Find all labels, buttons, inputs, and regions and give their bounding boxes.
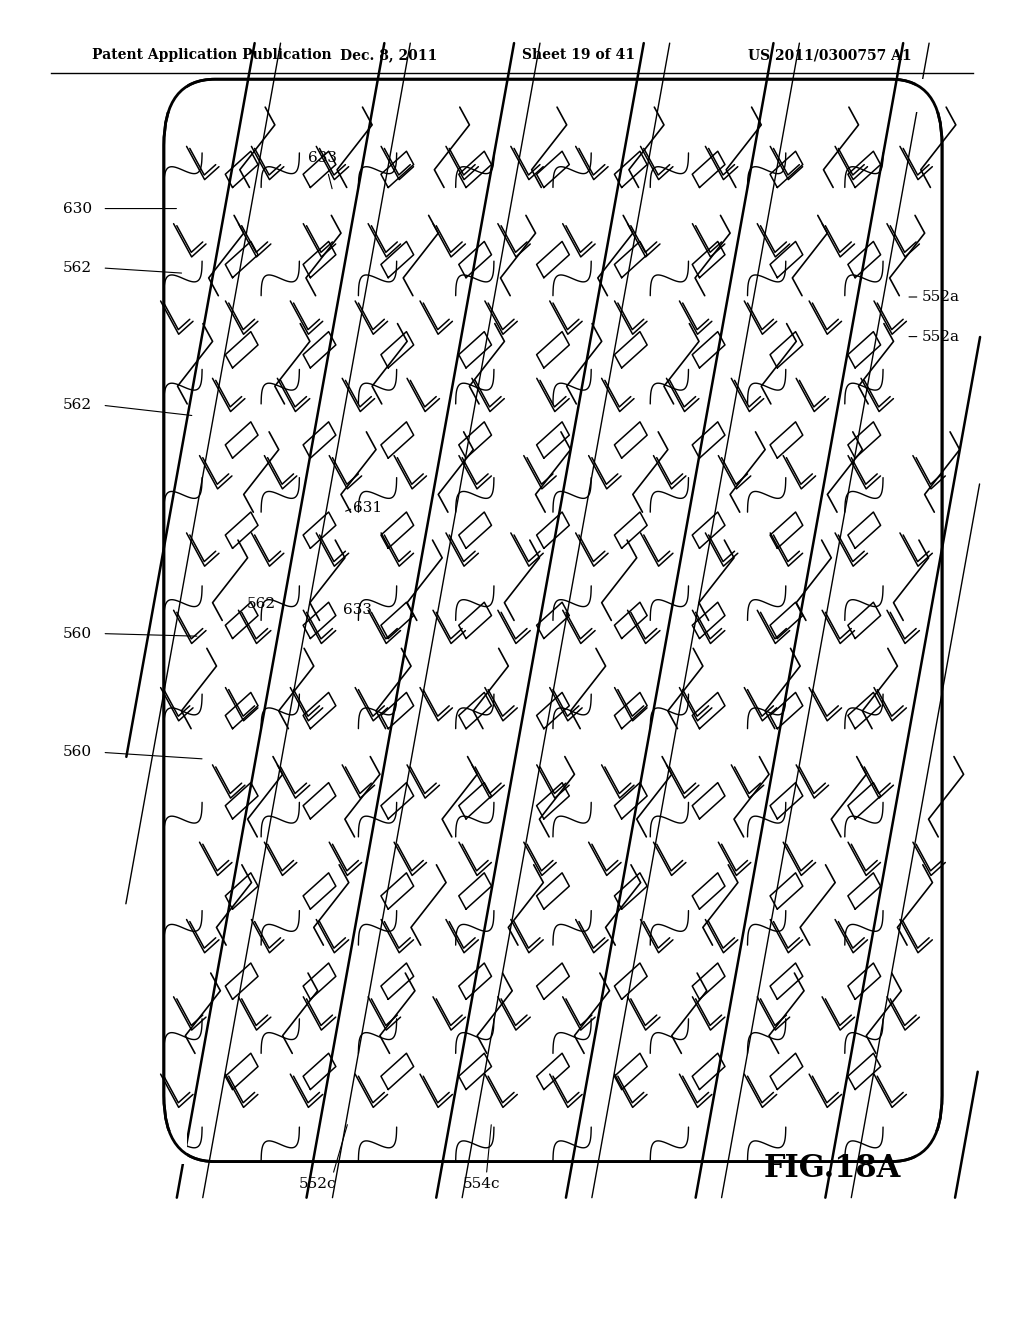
Text: US 2011/0300757 A1: US 2011/0300757 A1	[748, 49, 911, 62]
Text: 552a: 552a	[922, 290, 959, 304]
Text: 552c: 552c	[299, 1177, 336, 1192]
Bar	[916, 1131, 942, 1164]
Text: 633: 633	[308, 150, 337, 165]
Text: Dec. 8, 2011: Dec. 8, 2011	[341, 49, 437, 62]
Text: 633: 633	[343, 603, 372, 618]
Bar	[162, 1131, 187, 1164]
Text: 562: 562	[63, 399, 92, 412]
Text: 562: 562	[63, 261, 92, 275]
Text: 630: 630	[63, 202, 92, 215]
Text: 554c: 554c	[463, 1177, 500, 1192]
Text: FIG.18A: FIG.18A	[764, 1152, 901, 1184]
Text: 552a: 552a	[922, 330, 959, 343]
Text: 562: 562	[247, 597, 275, 611]
Text: 560: 560	[63, 627, 92, 640]
FancyBboxPatch shape	[164, 79, 942, 1162]
Text: Patent Application Publication: Patent Application Publication	[92, 49, 332, 62]
Text: Sheet 19 of 41: Sheet 19 of 41	[522, 49, 635, 62]
Bar	[162, 79, 187, 112]
Text: 631: 631	[353, 502, 382, 515]
Text: 560: 560	[63, 746, 92, 759]
Bar	[916, 79, 942, 112]
